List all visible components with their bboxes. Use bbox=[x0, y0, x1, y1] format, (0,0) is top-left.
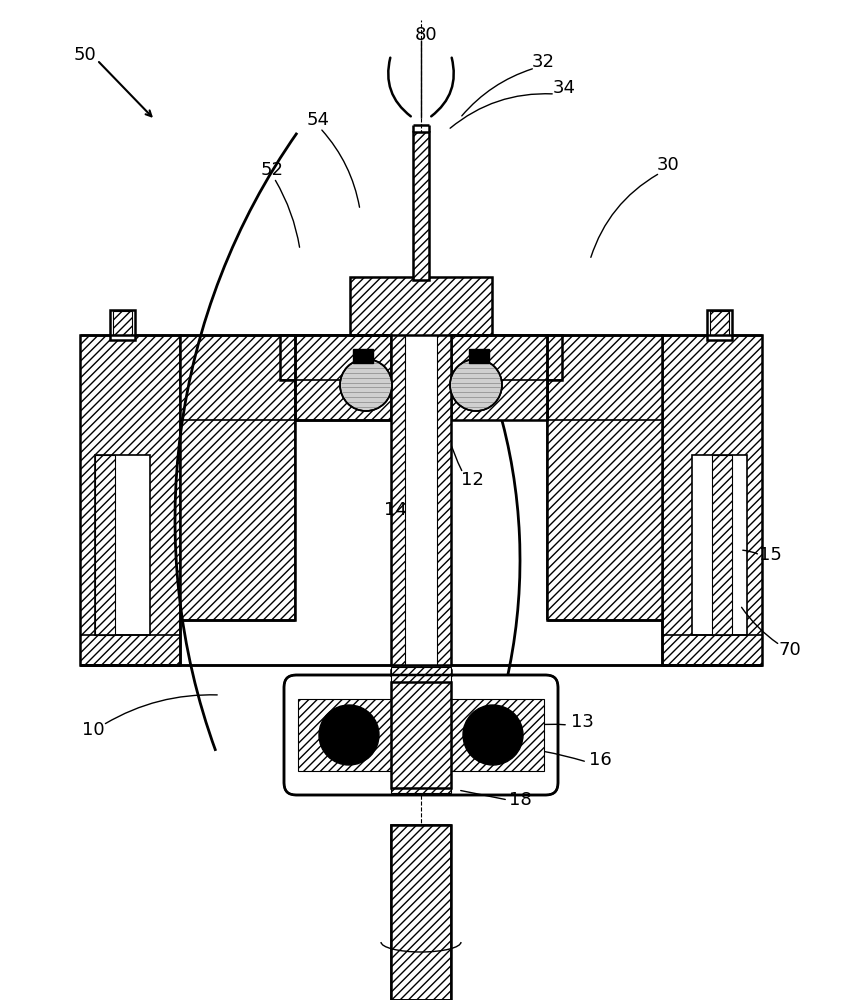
Text: 54: 54 bbox=[306, 111, 329, 129]
Bar bbox=[451, 335, 547, 420]
Bar bbox=[280, 335, 562, 380]
Bar bbox=[469, 349, 489, 363]
Bar bbox=[180, 335, 295, 620]
Bar bbox=[391, 825, 451, 1000]
Bar bbox=[413, 132, 429, 280]
Circle shape bbox=[463, 705, 523, 765]
Bar bbox=[547, 335, 662, 620]
Text: 52: 52 bbox=[260, 161, 284, 179]
Bar bbox=[391, 825, 451, 1000]
Bar bbox=[298, 699, 391, 771]
Text: 50: 50 bbox=[73, 46, 96, 64]
Text: 12: 12 bbox=[461, 471, 483, 489]
Bar bbox=[662, 335, 762, 665]
Bar bbox=[350, 277, 492, 345]
Text: 34: 34 bbox=[552, 79, 575, 97]
Bar bbox=[391, 335, 405, 665]
Bar bbox=[80, 335, 180, 665]
Bar bbox=[95, 455, 115, 635]
Text: 10: 10 bbox=[82, 721, 104, 739]
Bar bbox=[295, 335, 391, 420]
Bar bbox=[391, 682, 451, 788]
Bar bbox=[280, 335, 562, 380]
Bar bbox=[295, 335, 391, 420]
Bar bbox=[180, 335, 295, 620]
Bar bbox=[547, 335, 662, 620]
Bar bbox=[451, 335, 547, 420]
Bar bbox=[110, 310, 135, 340]
Text: 16: 16 bbox=[589, 751, 611, 769]
Bar bbox=[391, 670, 451, 675]
Bar bbox=[437, 335, 451, 665]
Text: 13: 13 bbox=[571, 713, 594, 731]
Bar bbox=[80, 335, 180, 665]
Text: 30: 30 bbox=[657, 156, 679, 174]
Bar bbox=[692, 455, 747, 635]
Bar bbox=[413, 132, 429, 280]
Bar bbox=[113, 311, 132, 335]
Circle shape bbox=[450, 359, 502, 411]
Bar bbox=[95, 455, 150, 635]
Bar bbox=[707, 310, 732, 340]
Bar bbox=[451, 699, 544, 771]
Bar bbox=[710, 311, 729, 335]
Bar bbox=[391, 667, 451, 793]
Bar bbox=[391, 335, 451, 665]
Text: 15: 15 bbox=[759, 546, 781, 564]
Text: 18: 18 bbox=[509, 791, 531, 809]
Text: 70: 70 bbox=[779, 641, 802, 659]
FancyBboxPatch shape bbox=[284, 675, 558, 795]
Bar bbox=[353, 349, 373, 363]
Circle shape bbox=[340, 359, 392, 411]
Text: 14: 14 bbox=[384, 501, 407, 519]
Bar bbox=[391, 670, 451, 675]
Text: 32: 32 bbox=[531, 53, 555, 71]
Bar bbox=[350, 277, 492, 345]
Bar bbox=[662, 335, 762, 665]
Circle shape bbox=[319, 705, 379, 765]
Bar bbox=[712, 455, 732, 635]
Text: 80: 80 bbox=[415, 26, 437, 44]
